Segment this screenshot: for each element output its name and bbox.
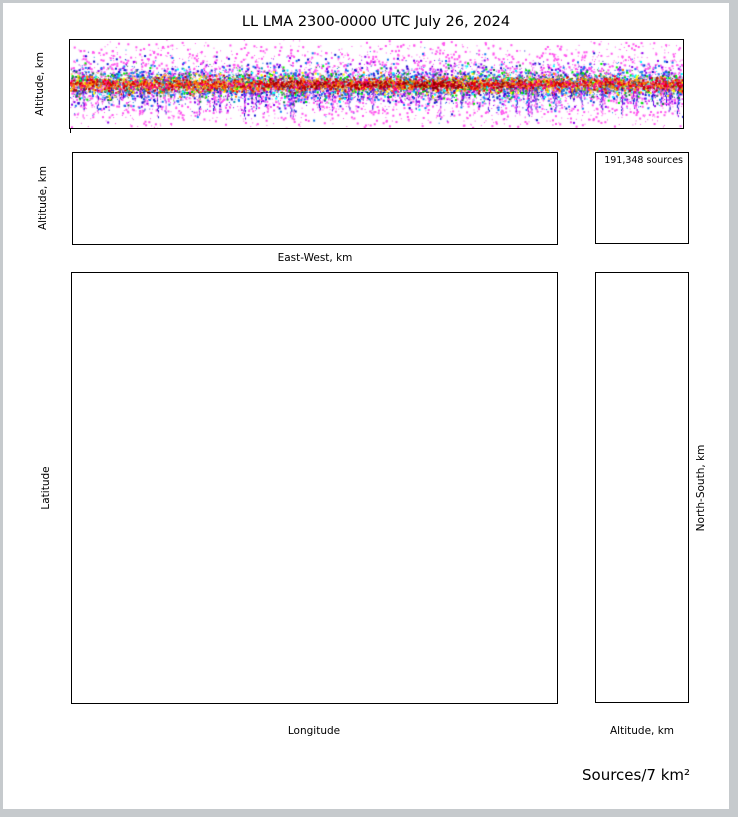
ns-ylabel: North-South, km bbox=[695, 444, 707, 532]
east-west-panel bbox=[72, 152, 558, 245]
ns-xlabel: Altitude, km bbox=[609, 725, 675, 737]
histogram-canvas bbox=[596, 153, 688, 243]
histogram-panel bbox=[595, 152, 689, 244]
sources-annotation: 191,348 sources bbox=[604, 155, 683, 166]
map-xlabel: Longitude bbox=[287, 725, 341, 737]
map-panel bbox=[71, 272, 558, 704]
map-ylabel: Latitude bbox=[40, 466, 52, 510]
ew-panel-ylabel: Altitude, km bbox=[37, 165, 49, 231]
ew-panel-xlabel: East-West, km bbox=[277, 252, 353, 264]
time-height-panel bbox=[69, 39, 684, 129]
north-south-canvas bbox=[596, 273, 688, 702]
time-panel-ylabel: Altitude, km bbox=[34, 51, 46, 117]
east-west-canvas bbox=[73, 153, 557, 244]
time-height-canvas bbox=[70, 40, 683, 128]
map-canvas bbox=[72, 273, 557, 703]
north-south-panel bbox=[595, 272, 689, 703]
tick-mark bbox=[70, 129, 71, 133]
colorbar-canvas bbox=[65, 763, 563, 794]
colorbar-label: Sources/7 km² bbox=[582, 766, 691, 784]
figure-title: LL LMA 2300-0000 UTC July 26, 2024 bbox=[241, 14, 511, 30]
